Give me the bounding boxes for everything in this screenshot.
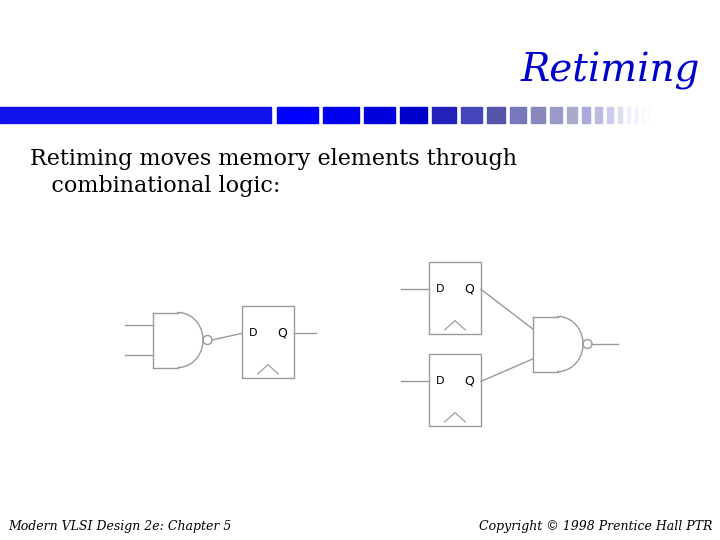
Bar [648,107,649,123]
Bar [277,107,318,123]
Bar [429,262,481,334]
Bar [607,107,613,123]
Bar [618,107,622,123]
Bar [461,107,482,123]
Bar [487,107,505,123]
Text: combinational logic:: combinational logic: [30,175,280,197]
Bar [582,107,590,123]
Bar [567,107,577,123]
Text: Q: Q [464,375,474,388]
Bar [429,354,481,426]
Text: Modern VLSI Design 2e: Chapter 5: Modern VLSI Design 2e: Chapter 5 [8,520,231,533]
Bar [642,107,643,123]
Text: D: D [436,376,444,386]
Text: Retiming moves memory elements through: Retiming moves memory elements through [30,148,517,170]
Bar [627,107,630,123]
Text: D: D [436,285,444,294]
Bar [0,107,271,123]
Text: Copyright © 1998 Prentice Hall PTR: Copyright © 1998 Prentice Hall PTR [479,520,712,533]
Bar [364,107,395,123]
Text: Retiming: Retiming [521,52,700,90]
Text: Q: Q [464,283,474,296]
Bar [400,107,427,123]
Bar [550,107,562,123]
Text: Q: Q [277,327,287,340]
Bar [531,107,545,123]
Bar [242,306,294,378]
Bar [510,107,526,123]
Text: D: D [249,328,258,339]
Bar [432,107,456,123]
Bar [323,107,359,123]
Bar [635,107,637,123]
Bar [595,107,602,123]
